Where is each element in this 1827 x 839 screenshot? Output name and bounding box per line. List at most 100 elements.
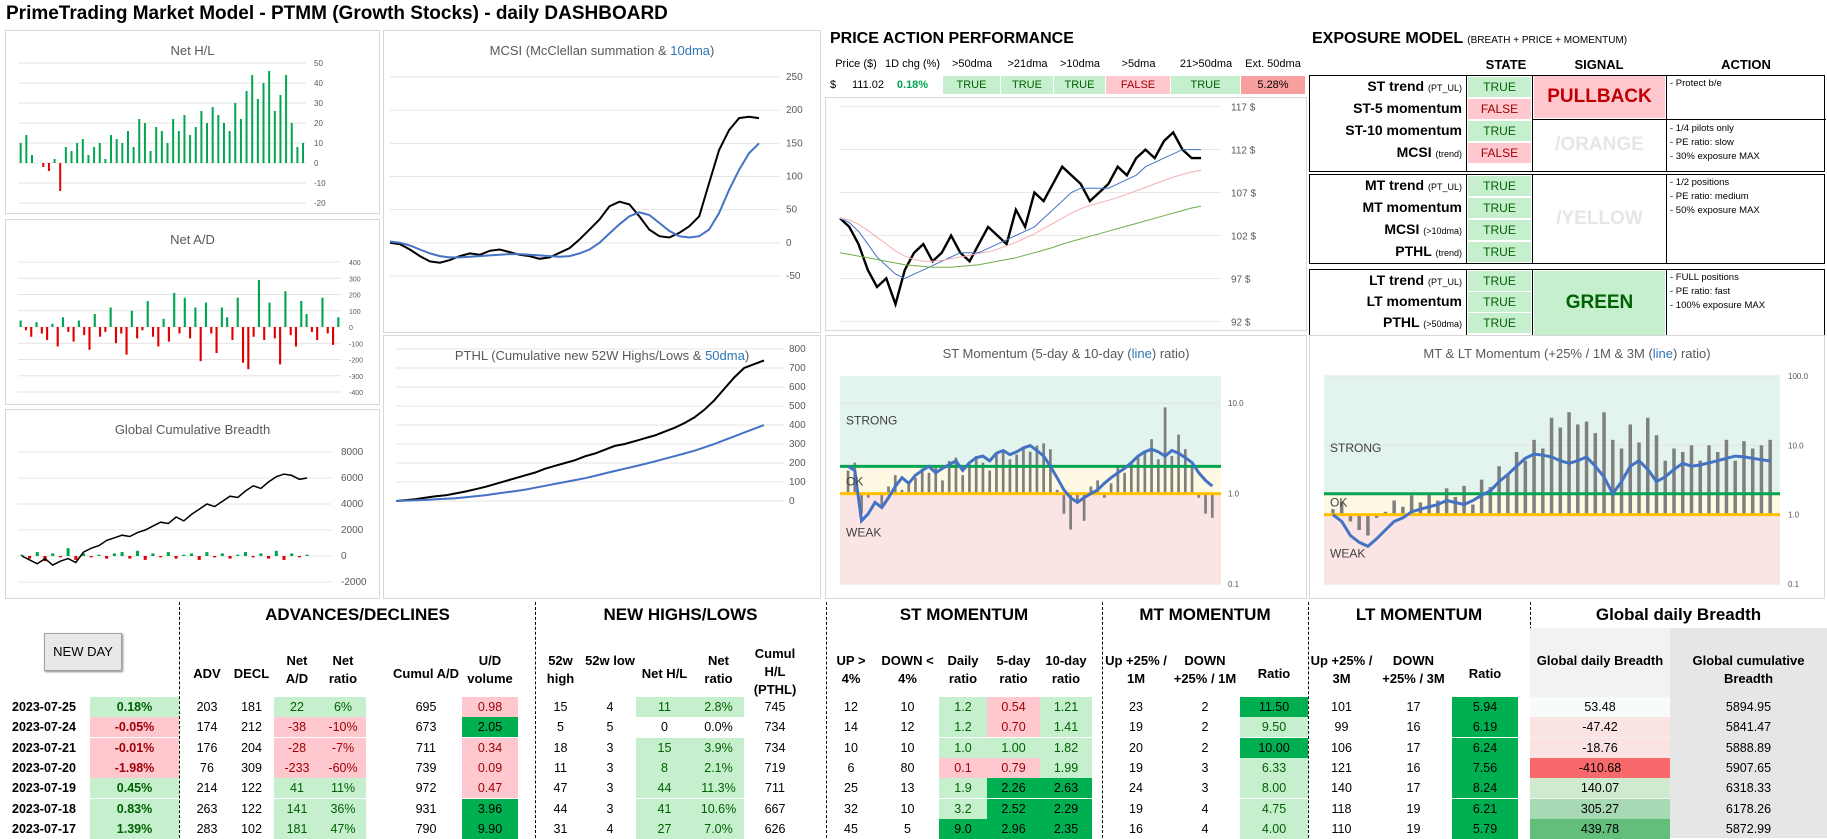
st-label: MCSI (trend)	[1396, 144, 1462, 160]
st-divider	[1532, 75, 1533, 172]
net-hl-plot: 50 40 30 20 10 0 -10 -20	[18, 59, 326, 208]
cell-global-daily-breadth: -47.42	[1530, 717, 1670, 738]
pa-header: 1D chg (%)	[884, 58, 941, 70]
ma-line	[389, 142, 760, 259]
y-tick-label: 0	[786, 238, 792, 249]
label-qualifier: (>50dma)	[1423, 319, 1462, 329]
cell-up-25-1m: 19	[1129, 760, 1143, 775]
cell-10-day-ratio: 2.63	[1040, 778, 1092, 799]
global-cumulative-breadth-chart: Global Cumulative Breadth 8000 6000 4000 20…	[5, 409, 380, 599]
bar	[104, 159, 107, 163]
group-header: ST MOMENTUM	[899, 605, 1029, 624]
ma10-line	[839, 149, 1201, 279]
mt-box	[1309, 174, 1825, 264]
column-header: Cumul H/L (PTHL)	[753, 646, 797, 697]
row-date: 2023-07-21	[12, 740, 76, 755]
bar	[1707, 445, 1711, 515]
ok-label: OK	[846, 475, 863, 489]
cell-up-25-3m: 118	[1331, 801, 1352, 816]
y-tick-label: 500	[789, 401, 806, 412]
bar	[1103, 493, 1106, 498]
cell-net-ratio: -7%	[320, 737, 366, 758]
bar	[274, 550, 278, 556]
mt-label: MT trend (PT_UL)	[1364, 177, 1462, 193]
row-date: 2023-07-25	[12, 700, 76, 714]
y-tick-label: 200	[789, 458, 806, 469]
cell-decl: 122	[241, 801, 262, 816]
lt-state: TRUE	[1468, 271, 1531, 291]
bar	[167, 327, 170, 342]
column-header: DECL	[233, 666, 270, 681]
bar	[262, 83, 265, 163]
cell-net-a-d: -38	[274, 717, 320, 738]
y-tick-label: -2000	[341, 577, 367, 588]
pa-header: >50dma	[951, 58, 993, 70]
bar	[1680, 452, 1685, 515]
st-signal-top: PULLBACK	[1534, 76, 1665, 118]
cell-net-a-d: -233	[274, 757, 320, 778]
bar	[302, 143, 305, 163]
pthl-plot: 800 700 600 500 400 300 200 100 0	[395, 344, 806, 507]
group-header: ADVANCES/DECLINES	[265, 605, 450, 624]
cell-up-25-3m: 101	[1331, 700, 1352, 714]
bar	[228, 131, 231, 163]
bar	[231, 327, 234, 340]
cell-net-ratio: 36%	[320, 798, 366, 819]
bar	[1035, 445, 1039, 494]
cell-cumul-h-l-pthl-: 626	[764, 821, 786, 836]
bar	[1082, 493, 1086, 521]
lt-divider	[1532, 269, 1533, 337]
mcsi-title: MCSI (McClellan summation & 10dma)	[489, 43, 715, 58]
st-action-top: - Protect b/e	[1670, 78, 1722, 89]
net-ad-plot: 400 300 200 100 0 -100 -200 -300 -400	[18, 260, 363, 397]
cell-up-4-: 32	[844, 801, 858, 816]
exposure-title: EXPOSURE MODEL (BREATH + PRICE + MOMENTU…	[1312, 30, 1628, 47]
cell-up-25-1m: 16	[1129, 821, 1143, 836]
row-date: 2023-07-24	[12, 720, 76, 735]
bar	[64, 147, 67, 163]
cell-down-25-3m: 19	[1406, 821, 1421, 836]
y-tick-label: 0.1	[1228, 580, 1240, 589]
y-tick-label: 100.0	[1788, 372, 1809, 381]
label-qualifier: (PT_UL)	[1427, 277, 1462, 287]
bar	[213, 556, 217, 558]
weak-zone	[840, 493, 1221, 584]
bar	[1170, 456, 1174, 494]
bar	[120, 327, 123, 334]
cell-global-cumulative-breadth: 5872.99	[1725, 821, 1772, 836]
bar	[112, 553, 116, 556]
cell-u-d-volume: 2.05	[462, 717, 518, 738]
bar	[1116, 466, 1120, 494]
cell-decl: 309	[241, 760, 262, 775]
bar	[282, 556, 286, 560]
bar	[1584, 421, 1589, 515]
section-divider	[1308, 602, 1309, 838]
st-momentum-chart: ST Momentum (5-day & 10-day (line) ratio…	[825, 335, 1307, 599]
bar	[46, 327, 49, 340]
bar	[110, 135, 113, 163]
pa-header: >10dma	[1059, 58, 1101, 70]
mt-signal: /YELLOW	[1556, 208, 1643, 229]
bar	[72, 327, 75, 342]
bar	[1096, 480, 1099, 494]
bar	[1637, 442, 1641, 515]
lt-state: TRUE	[1468, 292, 1531, 312]
cell-adv: 283	[196, 821, 218, 836]
bar	[189, 327, 192, 339]
new-day-button[interactable]: NEW DAY	[44, 633, 122, 671]
cell-daily-ratio: 9.0	[939, 818, 987, 839]
bar	[273, 111, 276, 163]
cell-net-a-d: 181	[274, 818, 320, 839]
cell-5-day-ratio: 1.00	[987, 737, 1040, 758]
bar	[267, 556, 271, 559]
column-header: 52w high	[546, 653, 575, 686]
column-header: Net ratio	[704, 653, 733, 686]
bar	[189, 553, 194, 556]
bar	[279, 95, 282, 163]
cell-adv: 176	[196, 740, 218, 755]
mt-label: MT momentum	[1362, 199, 1462, 215]
y-tick-label: -20	[314, 199, 326, 208]
bar	[178, 327, 181, 334]
mt-state: TRUE	[1468, 242, 1531, 262]
cell-down-4-: 12	[900, 720, 915, 735]
